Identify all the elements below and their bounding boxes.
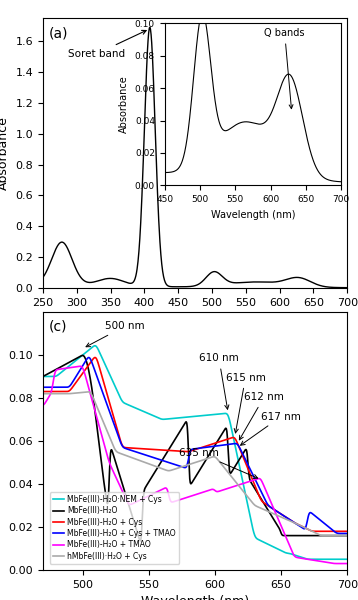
MbFe(III)-H₂O·NEM + Cys [95,344,100,352]
MbFe(III)-H₂O + Cys [93,354,97,361]
MbFe(III)-H₂O + TMAO [345,560,349,567]
MbFe(III)-H₂O + TMAO [179,496,183,503]
Text: 615 nm: 615 nm [226,373,265,433]
MbFe(III)-H₂O·NEM + Cys [120,397,124,404]
hMbFe(III)·H₂O + Cys [86,388,90,395]
hMbFe(III)·H₂O + Cys [345,532,349,539]
X-axis label: Wavelength (nm): Wavelength (nm) [141,313,249,326]
MbFe(III)-H₂O·NEM + Cys [270,543,275,550]
Text: 617 nm: 617 nm [241,412,301,445]
MbFe(III)-H₂O·NEM + Cys [245,497,249,504]
Text: (b): (b) [168,26,188,40]
MbFe(III)-H₂O + Cys + TMAO [120,441,124,448]
MbFe(III)-H₂O + TMAO [221,487,225,494]
MbFe(III)-H₂O [95,426,100,433]
MbFe(III)-H₂O + Cys + TMAO [270,505,275,512]
X-axis label: Wavelength (nm): Wavelength (nm) [141,595,249,600]
Line: MbFe(III)-H₂O + TMAO: MbFe(III)-H₂O + TMAO [43,366,347,563]
MbFe(III)-H₂O + Cys + TMAO [87,354,91,361]
MbFe(III)-H₂O·NEM + Cys [93,342,97,349]
Line: hMbFe(III)·H₂O + Cys: hMbFe(III)·H₂O + Cys [43,392,347,536]
MbFe(III)-H₂O·NEM + Cys [179,414,183,421]
Y-axis label: Absorbance: Absorbance [0,404,3,478]
MbFe(III)-H₂O + TMAO [41,401,45,409]
Line: MbFe(III)-H₂O: MbFe(III)-H₂O [43,355,347,541]
MbFe(III)-H₂O + TMAO [120,486,124,493]
hMbFe(III)·H₂O + Cys [325,532,329,539]
MbFe(III)-H₂O [120,478,124,485]
MbFe(III)-H₂O + Cys [95,357,100,364]
MbFe(III)-H₂O [179,425,184,432]
Text: 635 nm: 635 nm [179,448,258,478]
hMbFe(III)·H₂O + Cys [120,451,124,458]
MbFe(III)-H₂O + Cys [120,440,124,448]
hMbFe(III)·H₂O + Cys [41,390,45,397]
MbFe(III)-H₂O + TMAO [245,479,249,486]
hMbFe(III)·H₂O + Cys [179,463,183,470]
MbFe(III)-H₂O [221,428,226,436]
Line: MbFe(III)-H₂O·NEM + Cys: MbFe(III)-H₂O·NEM + Cys [43,346,347,559]
MbFe(III)-H₂O + TMAO [338,560,342,567]
MbFe(III)-H₂O + TMAO [95,416,100,423]
MbFe(III)-H₂O + Cys [270,505,275,512]
MbFe(III)-H₂O + Cys [316,528,320,535]
Y-axis label: Absorbance: Absorbance [0,116,10,190]
Text: 500 nm: 500 nm [86,321,145,347]
Text: 610 nm: 610 nm [199,353,239,409]
MbFe(III)-H₂O [271,515,275,522]
MbFe(III)-H₂O + Cys + TMAO [41,383,45,391]
MbFe(III)-H₂O·NEM + Cys [345,556,349,563]
MbFe(III)-H₂O + Cys + TMAO [341,530,345,537]
Legend: MbFe(III)-H₂O·NEM + Cys, MbFe(III)-H₂O, MbFe(III)-H₂O + Cys, MbFe(III)-H₂O + Cys: MbFe(III)-H₂O·NEM + Cys, MbFe(III)-H₂O, … [50,492,179,563]
MbFe(III)-H₂O·NEM + Cys [221,410,225,417]
Text: Soret band: Soret band [68,31,146,59]
MbFe(III)-H₂O + Cys + TMAO [95,374,100,381]
MbFe(III)-H₂O [41,373,45,380]
MbFe(III)-H₂O·NEM + Cys [41,373,45,380]
MbFe(III)-H₂O + Cys [41,388,45,395]
Line: MbFe(III)-H₂O + Cys: MbFe(III)-H₂O + Cys [43,358,347,532]
Text: (c): (c) [49,320,68,334]
MbFe(III)-H₂O + TMAO [270,503,275,510]
MbFe(III)-H₂O + Cys + TMAO [179,463,183,470]
MbFe(III)-H₂O·NEM + Cys [311,556,316,563]
MbFe(III)-H₂O + Cys [245,462,249,469]
MbFe(III)-H₂O + Cys + TMAO [221,442,225,449]
hMbFe(III)·H₂O + Cys [221,462,225,469]
MbFe(III)-H₂O + Cys [345,528,349,535]
Text: 612 nm: 612 nm [240,392,284,440]
MbFe(III)-H₂O + TMAO [78,362,82,370]
MbFe(III)-H₂O [81,352,85,359]
MbFe(III)-H₂O + Cys + TMAO [345,530,349,537]
MbFe(III)-H₂O + Cys [221,437,225,444]
MbFe(III)-H₂O [138,537,142,544]
hMbFe(III)·H₂O + Cys [270,509,275,517]
Line: MbFe(III)-H₂O + Cys + TMAO: MbFe(III)-H₂O + Cys + TMAO [43,358,347,533]
Text: (a): (a) [49,26,68,40]
MbFe(III)-H₂O [245,451,249,458]
hMbFe(III)·H₂O + Cys [245,492,249,499]
MbFe(III)-H₂O [345,532,349,539]
hMbFe(III)·H₂O + Cys [95,404,100,411]
MbFe(III)-H₂O + Cys [179,448,183,455]
MbFe(III)-H₂O + Cys + TMAO [245,458,249,466]
